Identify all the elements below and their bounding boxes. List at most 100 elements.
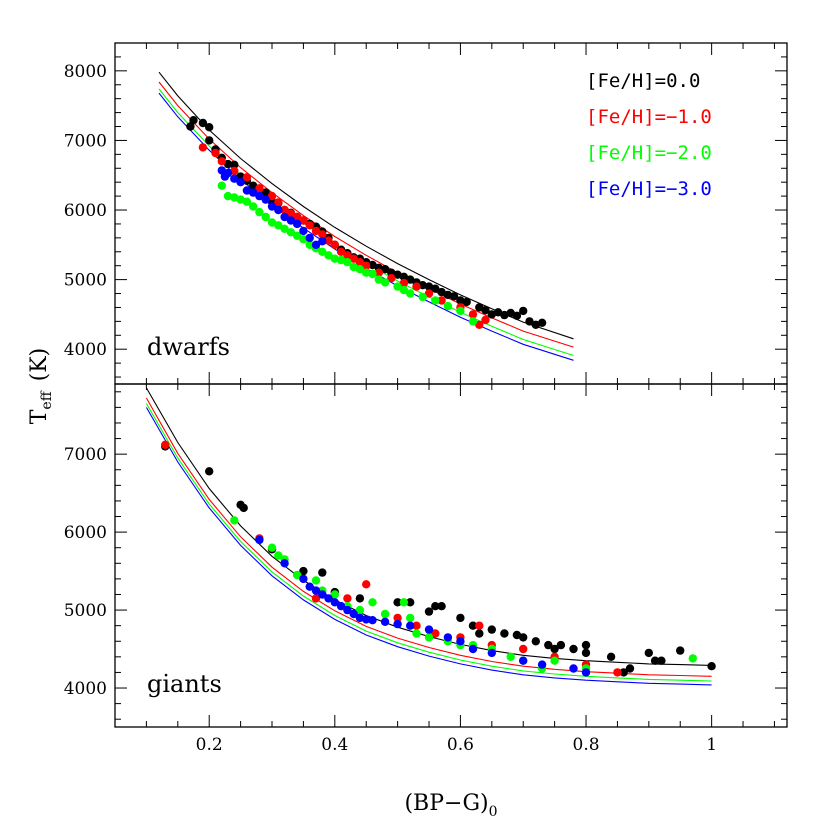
- data-point: [431, 629, 440, 638]
- data-point: [299, 226, 308, 236]
- data-point: [261, 188, 270, 197]
- data-point: [506, 652, 515, 661]
- data-point: [468, 644, 478, 654]
- data-point: [299, 216, 308, 225]
- y-tick-label: 6000: [64, 523, 107, 543]
- data-point: [644, 648, 653, 658]
- data-point: [487, 648, 496, 658]
- data-point: [493, 308, 503, 317]
- data-point: [443, 301, 453, 311]
- data-point: [544, 640, 553, 650]
- data-point: [531, 320, 540, 329]
- data-point: [330, 598, 339, 607]
- data-point: [412, 621, 421, 630]
- data-point: [449, 292, 459, 301]
- data-point: [280, 205, 289, 215]
- panel-label-dwarfs: dwarfs: [147, 333, 230, 361]
- data-point: [267, 202, 277, 211]
- data-point: [230, 160, 239, 169]
- data-point: [424, 625, 434, 634]
- data-point: [406, 613, 415, 623]
- data-point: [292, 570, 302, 580]
- y-tick-label: 7000: [64, 445, 107, 465]
- data-point: [456, 296, 465, 305]
- data-point: [399, 272, 409, 281]
- data-point: [198, 143, 208, 152]
- data-point: [330, 254, 339, 263]
- data-point: [556, 640, 566, 650]
- data-point: [481, 315, 490, 325]
- data-point: [487, 625, 496, 634]
- data-point: [305, 240, 314, 249]
- data-point: [255, 191, 264, 201]
- data-point: [707, 662, 716, 671]
- data-point: [292, 219, 302, 229]
- data-point: [368, 260, 377, 270]
- data-point: [393, 270, 402, 279]
- data-point: [380, 609, 390, 619]
- data-point: [343, 258, 352, 267]
- data-point: [311, 226, 321, 236]
- data-point: [311, 576, 321, 585]
- data-point: [349, 254, 358, 263]
- data-point: [223, 191, 233, 201]
- data-point: [512, 630, 522, 640]
- data-point: [274, 205, 283, 215]
- data-point: [305, 582, 314, 591]
- data-point: [280, 212, 289, 222]
- data-point: [249, 202, 258, 211]
- y-axis-title: Teff(K): [27, 348, 55, 425]
- data-point: [475, 621, 484, 630]
- data-point: [456, 637, 465, 646]
- data-point: [217, 157, 226, 166]
- data-point: [581, 668, 591, 677]
- data-point: [468, 621, 478, 630]
- data-point: [292, 212, 302, 222]
- data-point: [569, 664, 578, 673]
- data-point: [393, 619, 402, 629]
- dwarfs-panel: 4000 5000 6000 7000 8000 dwarfs: [64, 42, 788, 385]
- data-point: [242, 173, 252, 182]
- data-point: [318, 590, 327, 599]
- data-point: [299, 235, 308, 244]
- data-point: [619, 668, 628, 677]
- data-point: [550, 656, 559, 665]
- data-point: [468, 317, 478, 326]
- data-point: [569, 644, 578, 654]
- data-point: [512, 311, 522, 320]
- data-point: [161, 440, 170, 449]
- data-point: [362, 268, 371, 277]
- data-point: [380, 265, 390, 274]
- data-point: [393, 598, 402, 607]
- model-curve-3: [145, 407, 712, 686]
- model-curve-0: [145, 387, 712, 666]
- data-point: [336, 602, 346, 611]
- data-point: [343, 605, 352, 615]
- data-point: [500, 310, 509, 320]
- data-point: [324, 251, 333, 260]
- data-point: [368, 269, 377, 279]
- data-point: [311, 586, 321, 595]
- data-point: [500, 629, 509, 638]
- data-point: [399, 598, 409, 607]
- data-point: [380, 617, 390, 626]
- data-point: [236, 178, 245, 187]
- data-point: [267, 218, 277, 227]
- data-point: [355, 265, 365, 274]
- data-point: [475, 629, 484, 638]
- data-point: [424, 607, 434, 616]
- data-point: [255, 535, 264, 545]
- data-point: [336, 247, 346, 256]
- data-point: [318, 237, 327, 246]
- x-tick-label: 1: [706, 735, 717, 755]
- data-point: [437, 287, 446, 297]
- data-point: [431, 284, 440, 293]
- y-tick-label: 6000: [64, 201, 107, 221]
- y-tick-label: 4000: [64, 340, 107, 360]
- data-point: [437, 296, 446, 305]
- data-point: [581, 640, 591, 650]
- data-point: [274, 198, 283, 207]
- legend: [Fe/H]=0.0 [Fe/H]=−1.0 [Fe/H]=−2.0 [Fe/H]=−…: [586, 70, 712, 200]
- data-point: [355, 605, 365, 615]
- data-point: [336, 255, 346, 265]
